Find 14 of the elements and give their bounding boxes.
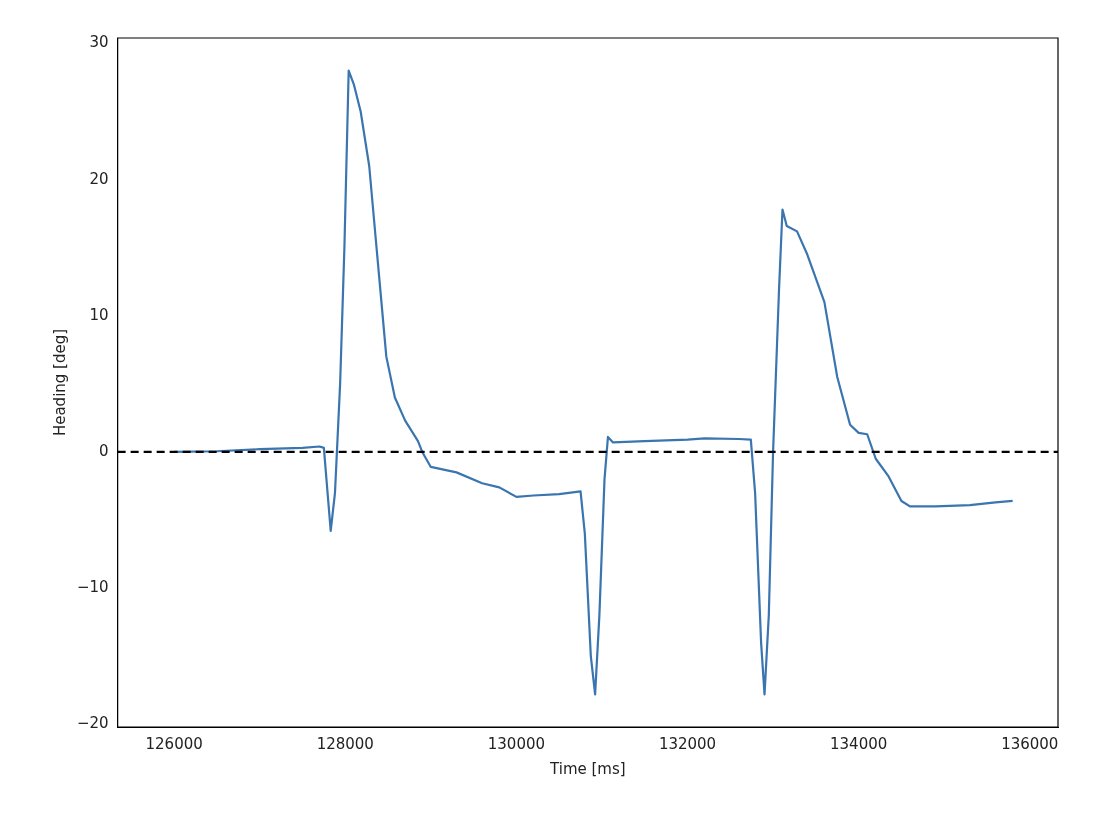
y-tick-label: 10 xyxy=(89,305,109,324)
x-tick-label: 130000 xyxy=(487,734,546,753)
x-axis-title: Time [ms] xyxy=(549,759,626,778)
y-tick-label: 20 xyxy=(89,169,109,188)
x-tick-label: 128000 xyxy=(316,734,374,753)
y-tick-label: −20 xyxy=(77,714,109,733)
x-tick-label: 126000 xyxy=(145,734,203,753)
y-tick-label: 30 xyxy=(89,33,109,52)
x-tick-label: 132000 xyxy=(658,734,717,753)
y-axis-title: Heading [deg] xyxy=(50,328,69,437)
y-tick-label: 0 xyxy=(99,441,109,460)
x-tick-label: 134000 xyxy=(830,734,888,753)
x-tick-label: 136000 xyxy=(1001,734,1059,753)
y-tick-label: −10 xyxy=(77,578,109,596)
